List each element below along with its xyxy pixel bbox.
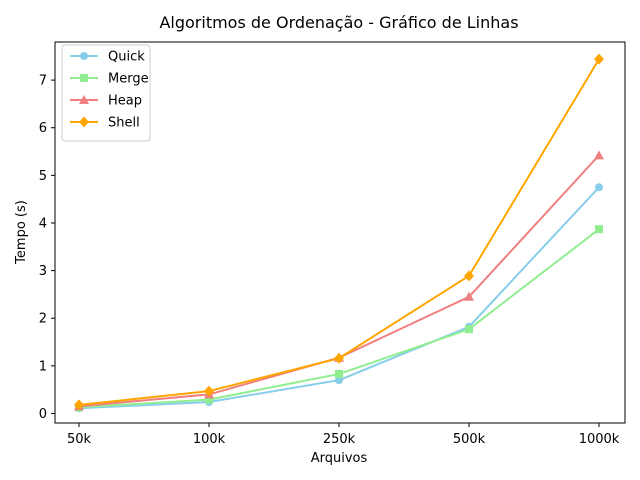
y-tick-label: 4 (39, 216, 47, 231)
data-point-shell (74, 399, 84, 411)
legend-label-heap: Heap (108, 94, 142, 109)
data-point-shell (334, 352, 344, 364)
x-axis-label: Arquivos (311, 451, 368, 466)
y-tick-label: 7 (39, 74, 47, 89)
data-point-merge (205, 395, 213, 404)
legend-label-shell: Shell (108, 116, 140, 131)
data-point-shell (594, 53, 604, 65)
x-axis: 50k 100k 250k 500k 1000k (67, 423, 620, 447)
x-tick-label: 50k (67, 432, 92, 447)
y-tick-label: 0 (39, 407, 47, 422)
y-tick-label: 1 (39, 359, 47, 374)
x-tick-label: 100k (193, 432, 226, 447)
data-point-merge (595, 225, 603, 234)
y-tick-label: 3 (39, 264, 47, 279)
x-tick-label: 250k (323, 432, 356, 447)
chart-title: Algoritmos de Ordenação - Gráfico de Lin… (159, 13, 518, 32)
data-point-quick (595, 183, 603, 192)
data-point-shell (204, 385, 214, 397)
legend: Quick Merge Heap Shell (61, 44, 151, 142)
series-shell (74, 53, 604, 411)
legend-label-merge: Merge (108, 72, 149, 87)
plot-frame (54, 41, 626, 424)
legend-marker-shell (79, 116, 89, 128)
data-point-merge (335, 369, 343, 378)
data-point-shell (464, 270, 474, 282)
y-axis: 0 1 2 3 4 5 6 7 (39, 74, 55, 422)
data-point-heap (464, 291, 474, 301)
data-point-quick (335, 376, 343, 385)
x-tick-label: 1000k (579, 432, 620, 447)
y-axis-label: Tempo (s) (14, 200, 29, 265)
x-tick-label: 500k (453, 432, 486, 447)
y-tick-label: 6 (39, 121, 47, 136)
legend-marker-heap (79, 95, 89, 104)
data-point-merge (465, 325, 473, 334)
plot-area (74, 53, 604, 413)
y-tick-label: 2 (39, 312, 47, 327)
y-tick-label: 5 (39, 169, 47, 184)
legend-marker-quick (80, 52, 88, 60)
data-point-heap (594, 150, 604, 160)
legend-label-quick: Quick (108, 50, 145, 65)
series-line-heap (78, 154, 600, 408)
legend-marker-merge (80, 74, 88, 82)
